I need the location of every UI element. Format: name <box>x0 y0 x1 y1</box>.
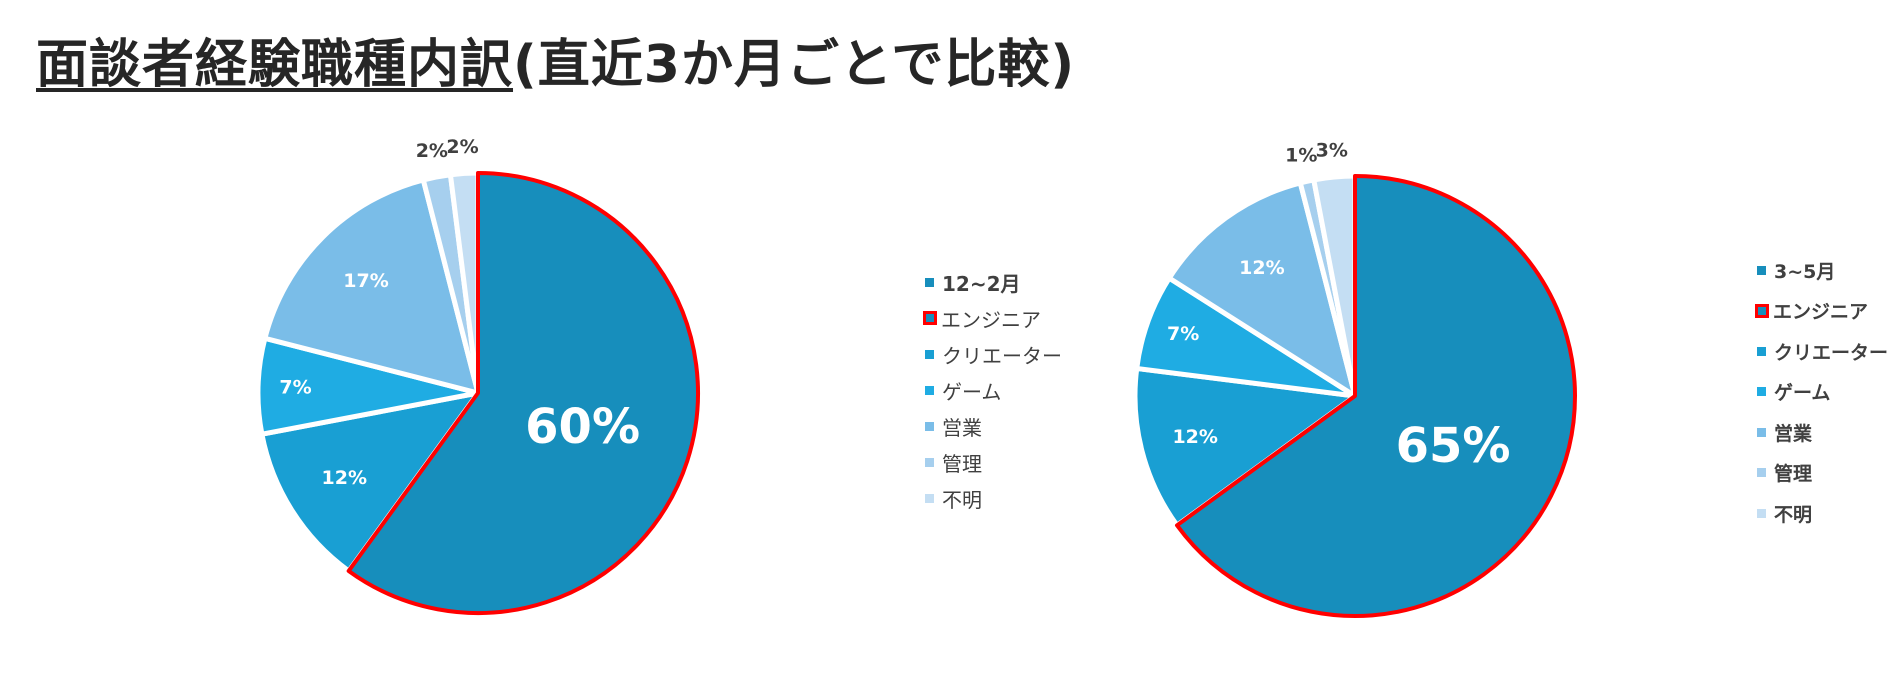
legend-marker <box>925 385 934 395</box>
legend-marker <box>925 457 934 467</box>
legend-item-game: ゲーム <box>1757 372 1888 413</box>
legend-marker <box>923 311 937 325</box>
legend-marker <box>1757 265 1766 275</box>
data-label-game: 7% <box>279 376 311 398</box>
legend-item-unknown: 不明 <box>1757 493 1888 534</box>
legend-label: クリエーター <box>942 343 1062 368</box>
data-label-unknown: 2% <box>446 136 478 158</box>
legend-marker <box>925 277 934 287</box>
legend-item-engineer: エンジニア <box>1755 291 1888 332</box>
legend-item-game: ゲーム <box>925 372 1062 408</box>
legend-marker <box>1757 468 1766 478</box>
pie-slice-engineer <box>346 171 700 615</box>
legend-label: 管理 <box>942 451 982 476</box>
legend-label: エンジニア <box>1773 301 1869 324</box>
legend-marker <box>1757 427 1766 437</box>
legend-title-label: 12~2月 <box>942 271 1021 296</box>
legend-title: 3~5月 <box>1757 250 1888 291</box>
legend-label: ゲーム <box>942 379 1002 404</box>
title-sub: (直近3か月ごとで比較) <box>513 35 1076 95</box>
legend-dec-feb: 12~2月 エンジニア クリエーター ゲーム 営業 管理 不明 <box>923 264 1062 516</box>
legend-marker <box>925 421 934 431</box>
legend-marker <box>925 349 934 359</box>
legend-marker <box>1757 508 1766 518</box>
legend-item-creator: クリエーター <box>925 336 1062 372</box>
legend-label: クリエーター <box>1774 341 1889 364</box>
pie-slice-creator <box>259 390 481 574</box>
data-label-management: 2% <box>416 140 448 162</box>
legend-item-engineer: エンジニア <box>923 300 1062 336</box>
data-label-sales: 17% <box>343 270 388 292</box>
legend-item-sales: 営業 <box>925 408 1062 444</box>
legend-marker <box>1757 387 1766 397</box>
page-title: 面談者経験職種内訳(直近3か月ごとで比較) <box>36 22 1075 97</box>
title-main: 面談者経験職種内訳 <box>36 35 514 95</box>
legend-mar-may: 3~5月 エンジニア クリエーター ゲーム 営業 管理 不明 <box>1755 250 1888 534</box>
legend-marker <box>1757 346 1766 356</box>
legend-item-management: 管理 <box>925 444 1062 480</box>
legend-label: エンジニア <box>941 307 1041 332</box>
legend-marker <box>925 493 934 503</box>
legend-label: 不明 <box>1774 503 1813 526</box>
legend-marker <box>1755 303 1769 318</box>
legend-label: 営業 <box>1774 422 1813 445</box>
legend-label: ゲーム <box>1774 382 1831 405</box>
legend-label: 営業 <box>942 415 982 440</box>
data-label-creator: 12% <box>322 467 367 489</box>
legend-item-creator: クリエーター <box>1757 331 1888 372</box>
legend-title: 12~2月 <box>925 264 1062 300</box>
legend-label: 管理 <box>1774 463 1813 486</box>
legend-item-unknown: 不明 <box>925 480 1062 516</box>
legend-label: 不明 <box>942 487 982 512</box>
data-label-engineer: 60% <box>525 399 640 455</box>
legend-title-label: 3~5月 <box>1774 260 1836 283</box>
pie-slice-sales <box>262 177 481 396</box>
legend-item-management: 管理 <box>1757 453 1888 494</box>
legend-item-sales: 営業 <box>1757 412 1888 453</box>
